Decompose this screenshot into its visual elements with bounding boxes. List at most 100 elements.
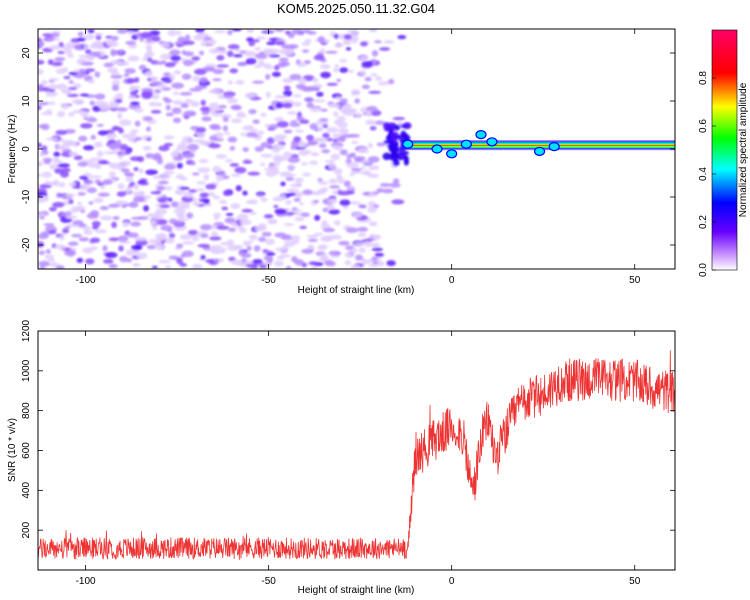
noise-blob bbox=[376, 187, 384, 193]
signal-blob bbox=[446, 149, 458, 159]
noise-blob bbox=[215, 174, 224, 182]
noise-blob bbox=[170, 55, 182, 61]
noise-blob bbox=[63, 75, 71, 80]
noise-blob bbox=[170, 152, 180, 157]
noise-blob bbox=[343, 180, 351, 187]
noise-blob bbox=[377, 81, 389, 86]
noise-blob bbox=[334, 64, 340, 68]
noise-blob bbox=[379, 182, 391, 187]
noise-blob bbox=[321, 256, 329, 261]
noise-blob bbox=[227, 44, 240, 50]
noise-blob bbox=[216, 55, 225, 61]
noise-blob bbox=[364, 119, 377, 125]
noise-blob bbox=[230, 203, 241, 209]
noise-blob bbox=[235, 185, 242, 192]
noise-blob bbox=[193, 34, 206, 41]
noise-blob bbox=[59, 146, 65, 151]
noise-blob bbox=[125, 176, 134, 183]
noise-blob bbox=[71, 233, 83, 238]
noise-blob bbox=[45, 109, 53, 116]
noise-blob bbox=[94, 141, 103, 148]
noise-blob bbox=[239, 219, 252, 225]
noise-blob bbox=[171, 82, 185, 89]
snr-panel: -100 -50 0 50 200 400 600 800 1000 1200 Height of… bbox=[7, 319, 676, 596]
noise-blob bbox=[115, 92, 124, 99]
noise-blob bbox=[354, 254, 364, 261]
noise-blob bbox=[115, 98, 123, 104]
noise-blob bbox=[247, 171, 261, 176]
noise-blob bbox=[108, 263, 118, 269]
noise-blob bbox=[195, 187, 205, 192]
noise-blob bbox=[326, 82, 338, 86]
noise-blob bbox=[289, 73, 302, 81]
noise-blob bbox=[262, 249, 269, 253]
noise-blob bbox=[137, 216, 149, 220]
noise-blob bbox=[129, 201, 139, 208]
noise-blob bbox=[40, 231, 51, 236]
noise-blob bbox=[326, 203, 335, 211]
noise-blob bbox=[133, 196, 146, 203]
noise-blob bbox=[316, 91, 324, 97]
noise-blob bbox=[67, 112, 75, 117]
noise-blob bbox=[55, 129, 68, 136]
noise-blob bbox=[54, 57, 66, 62]
noise-blob bbox=[162, 96, 169, 101]
noise-blob bbox=[123, 73, 130, 77]
snr-x-label: Height of straight line (km) bbox=[298, 585, 415, 596]
spectrogram-heatmap bbox=[38, 29, 675, 269]
noise-blob bbox=[386, 260, 396, 267]
spectrogram-x-tick-label: -50 bbox=[261, 275, 276, 286]
noise-blob bbox=[309, 123, 318, 130]
noise-blob bbox=[173, 208, 186, 215]
noise-blob bbox=[222, 125, 229, 132]
noise-blob bbox=[152, 226, 158, 230]
noise-blob bbox=[299, 119, 310, 124]
noise-blob bbox=[226, 98, 239, 104]
noise-blob bbox=[336, 78, 342, 83]
noise-blob bbox=[130, 101, 140, 106]
noise-blob bbox=[133, 191, 144, 196]
noise-blob bbox=[292, 94, 302, 98]
snr-y-tick-label: 600 bbox=[21, 442, 32, 459]
noise-blob bbox=[41, 145, 48, 152]
noise-blob bbox=[376, 142, 386, 147]
noise-blob bbox=[260, 142, 272, 149]
noise-blob bbox=[274, 208, 288, 215]
noise-blob bbox=[150, 109, 162, 114]
noise-blob bbox=[244, 92, 257, 99]
noise-blob bbox=[266, 262, 272, 267]
noise-blob bbox=[54, 244, 67, 250]
noise-blob bbox=[294, 177, 304, 184]
noise-blob bbox=[389, 153, 399, 162]
noise-blob bbox=[154, 175, 164, 179]
noise-blob bbox=[118, 245, 124, 252]
noise-blob bbox=[227, 136, 238, 143]
noise-blob bbox=[371, 256, 378, 261]
noise-blob bbox=[163, 78, 173, 84]
noise-blob bbox=[225, 159, 233, 163]
noise-blob bbox=[304, 38, 312, 43]
noise-blob bbox=[402, 122, 412, 130]
noise-blob bbox=[134, 108, 144, 113]
noise-blob bbox=[146, 57, 153, 62]
noise-blob bbox=[47, 84, 60, 90]
noise-blob bbox=[333, 33, 340, 39]
noise-blob bbox=[126, 77, 136, 84]
noise-blob bbox=[371, 29, 378, 33]
noise-blob bbox=[403, 155, 409, 163]
noise-blob bbox=[54, 167, 65, 174]
noise-blob bbox=[53, 159, 63, 164]
snr-frame bbox=[37, 330, 676, 571]
noise-blob bbox=[68, 182, 77, 187]
colorbar-tick-label: 0.8 bbox=[698, 71, 709, 85]
noise-blob bbox=[246, 37, 254, 42]
noise-blob bbox=[43, 223, 55, 227]
noise-blob bbox=[148, 101, 158, 107]
noise-blob bbox=[273, 49, 280, 53]
noise-blob bbox=[238, 250, 246, 256]
signal-blob bbox=[402, 139, 414, 149]
noise-blob bbox=[253, 64, 262, 69]
noise-blob bbox=[349, 172, 355, 176]
noise-blob bbox=[133, 183, 140, 190]
noise-blob bbox=[319, 108, 328, 112]
